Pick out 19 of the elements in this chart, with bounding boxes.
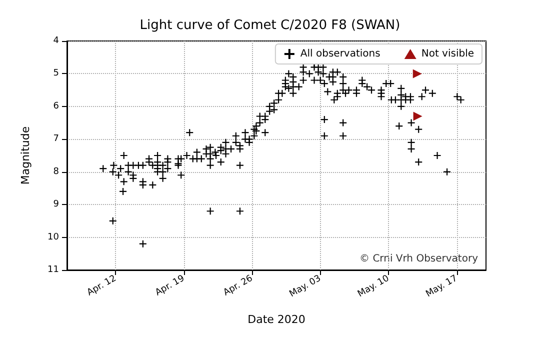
legend-label: All observations bbox=[300, 48, 380, 60]
chart-title: Light curve of Comet C/2020 F8 (SWAN) bbox=[140, 18, 400, 33]
x-tick-label: May. 10 bbox=[356, 274, 392, 300]
y-tick-label: 4 bbox=[53, 36, 60, 46]
x-tick-label: Apr. 12 bbox=[86, 274, 118, 298]
legend-label: Not visible bbox=[421, 48, 474, 60]
y-tick-label: 9 bbox=[53, 200, 60, 210]
x-axis-title: Date 2020 bbox=[248, 313, 306, 326]
x-tick-label: Apr. 19 bbox=[154, 274, 187, 298]
y-axis-title: Magnitude bbox=[19, 126, 32, 185]
x-tick-label: May. 17 bbox=[424, 274, 460, 300]
y-tick-label: 10 bbox=[48, 232, 60, 242]
x-tick-label: May. 03 bbox=[288, 274, 323, 300]
y-tick-label: 6 bbox=[53, 101, 60, 112]
x-tick-label: Apr. 26 bbox=[222, 274, 255, 298]
y-tick-label: 11 bbox=[48, 265, 59, 275]
y-tick-label: 7 bbox=[53, 134, 59, 144]
y-tick-label: 5 bbox=[53, 68, 59, 79]
y-tick-label: 8 bbox=[53, 166, 60, 177]
